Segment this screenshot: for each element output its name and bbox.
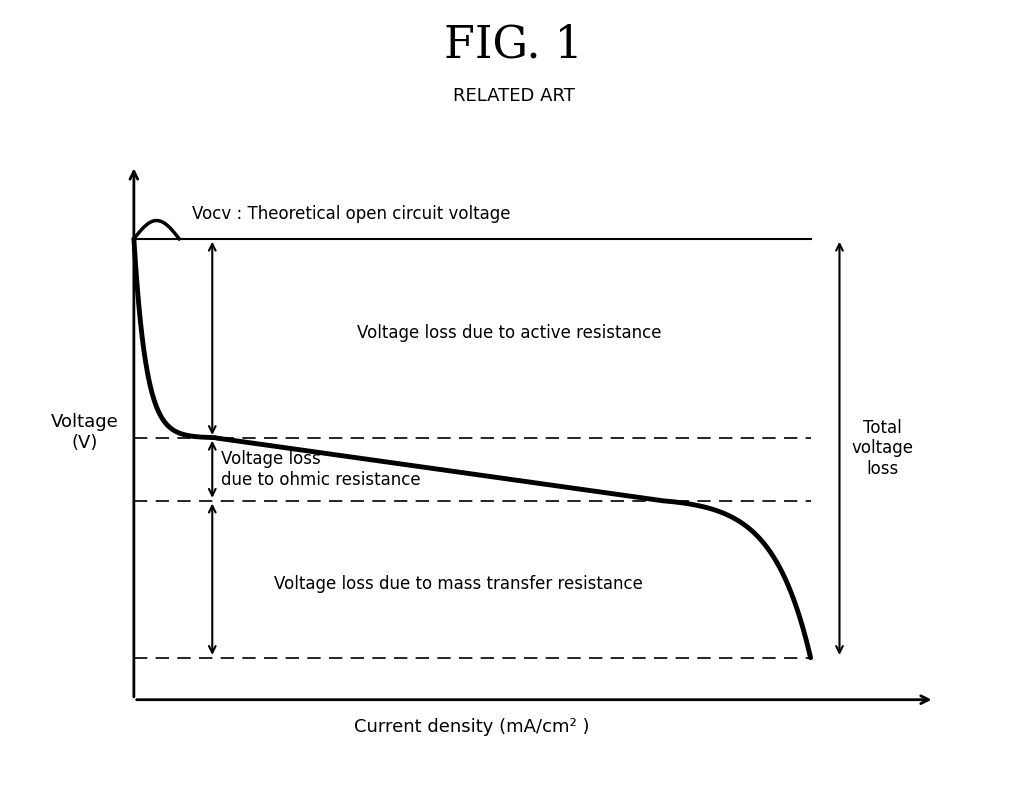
Text: FIG. 1: FIG. 1 — [444, 24, 583, 67]
Text: Voltage loss due to mass transfer resistance: Voltage loss due to mass transfer resist… — [274, 575, 643, 593]
Text: Voltage loss
due to ohmic resistance: Voltage loss due to ohmic resistance — [221, 450, 420, 488]
Text: Vocv : Theoretical open circuit voltage: Vocv : Theoretical open circuit voltage — [192, 205, 510, 223]
Text: RELATED ART: RELATED ART — [453, 87, 574, 105]
Text: Current density (mA/cm² ): Current density (mA/cm² ) — [354, 718, 589, 736]
Text: Total
voltage
loss: Total voltage loss — [851, 418, 914, 478]
Text: Voltage loss due to active resistance: Voltage loss due to active resistance — [356, 324, 661, 342]
Text: Voltage
(V): Voltage (V) — [50, 413, 118, 452]
